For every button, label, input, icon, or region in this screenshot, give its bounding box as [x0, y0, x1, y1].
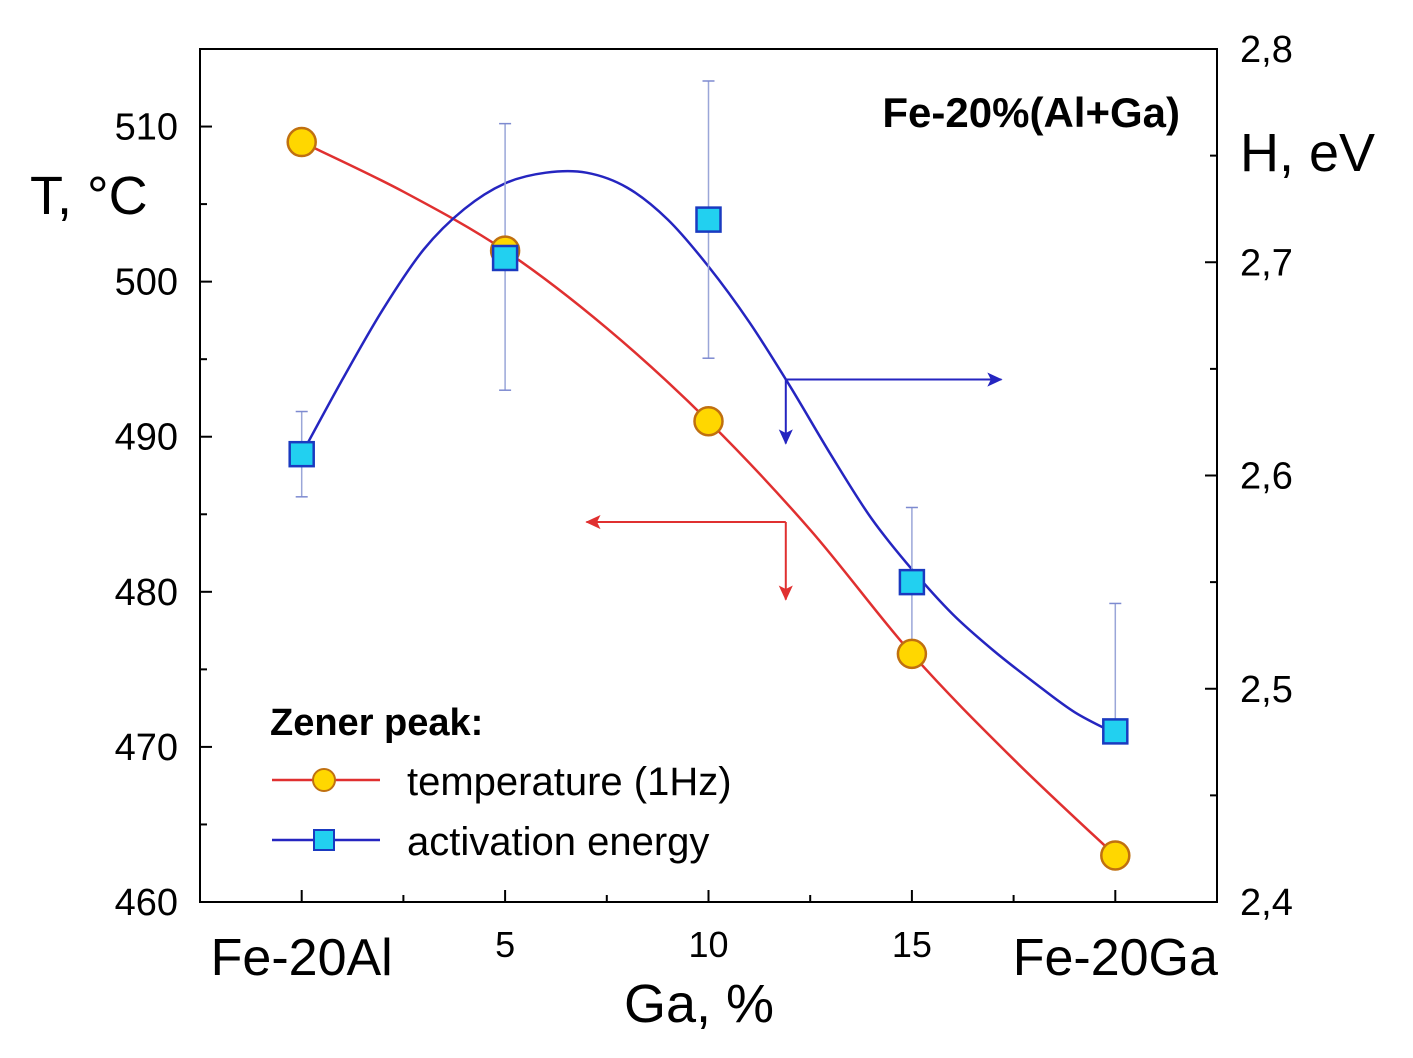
legend-label-temperature: temperature (1Hz): [407, 760, 732, 804]
activation-data-point: [491, 244, 519, 272]
y-left-tick-label: 470: [115, 727, 178, 769]
arrow-head: [778, 429, 793, 445]
arrow-head: [778, 585, 793, 601]
axis-ticks: [200, 48, 1217, 903]
x-tick-label: Fe-20Al: [211, 929, 393, 987]
y-left-tick-label: 460: [115, 882, 178, 924]
activation-data-point: [898, 568, 926, 596]
x-tick-label: 10: [688, 924, 728, 965]
legend-marker-activation: [313, 829, 335, 851]
data-markers: [286, 126, 1131, 871]
arrow-head: [987, 372, 1003, 387]
legend-marker-temperature: [312, 768, 336, 792]
legend-title: Zener peak:: [270, 702, 483, 744]
activation-data-point: [288, 440, 315, 468]
x-axis-label: Ga, %: [624, 974, 774, 1034]
x-tick-label: 15: [892, 924, 932, 965]
y-right-tick-label: 2,5: [1240, 669, 1293, 711]
x-tick-labels: Fe-20Al 5 10 15 Fe-20Ga: [211, 924, 1218, 987]
activation-data-point: [695, 206, 722, 233]
y-right-tick-label: 2,8: [1240, 29, 1293, 71]
y-left-tick-label: 500: [115, 262, 178, 304]
temperature-data-point: [286, 126, 317, 158]
legend-label-activation: activation energy: [407, 820, 709, 864]
x-tick-label: 5: [495, 924, 515, 965]
y-right-tick-label: 2,6: [1240, 456, 1293, 498]
arrow-head: [585, 514, 601, 530]
axis-arrows: [585, 372, 1003, 601]
y-right-tick-labels: 2,4 2,5 2,6 2,7 2,8: [1240, 29, 1293, 924]
y-right-tick-label: 2,4: [1240, 882, 1293, 924]
temperature-data-point: [896, 638, 928, 670]
x-tick-label: Fe-20Ga: [1013, 929, 1218, 987]
y-right-axis-label: H, eV: [1240, 123, 1375, 183]
temperature-fit-curve: [301, 140, 1117, 857]
y-left-tick-label: 480: [115, 572, 178, 614]
activation-data-point: [1102, 718, 1129, 745]
y-left-tick-label: 510: [115, 107, 178, 149]
temperature-data-point: [693, 405, 724, 437]
y-left-axis-label: T, °C: [30, 166, 148, 226]
y-left-tick-label: 490: [115, 417, 178, 459]
legend: Zener peak: temperature (1Hz) activation…: [270, 702, 732, 864]
temperature-data-point: [1100, 840, 1131, 871]
y-left-tick-labels: 460 470 480 490 500 510: [115, 107, 178, 924]
y-right-tick-label: 2,7: [1240, 242, 1293, 284]
chart-annotation: Fe-20%(Al+Ga): [882, 89, 1180, 136]
